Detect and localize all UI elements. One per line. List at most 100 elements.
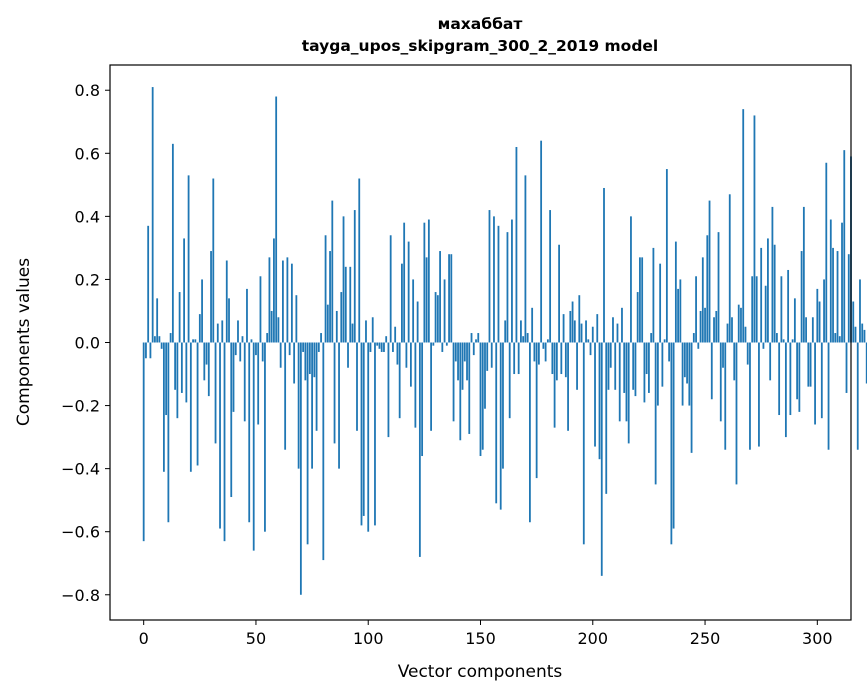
- bar: [511, 219, 513, 343]
- bar: [142, 342, 145, 542]
- bar: [239, 342, 242, 362]
- bar: [596, 314, 599, 343]
- bar: [324, 235, 327, 343]
- bar: [205, 342, 208, 365]
- bar: [603, 187, 605, 343]
- bar: [769, 342, 772, 381]
- bar: [861, 323, 864, 343]
- bar: [690, 342, 693, 453]
- bar: [582, 342, 585, 545]
- chart-title-line2: tayga_upos_skipgram_300_2_2019 model: [302, 37, 659, 55]
- bar: [383, 342, 385, 352]
- bar: [562, 314, 565, 343]
- bar: [436, 295, 439, 343]
- bar: [293, 342, 296, 384]
- bar: [356, 342, 358, 431]
- bar: [317, 342, 320, 352]
- bar: [816, 288, 819, 343]
- bar: [605, 342, 608, 494]
- bar: [230, 342, 233, 498]
- bar: [275, 96, 278, 343]
- y-tick-label: 0.2: [75, 270, 100, 289]
- bar: [342, 216, 345, 343]
- y-tick-label: −0.6: [61, 523, 100, 542]
- bar: [537, 342, 540, 365]
- bar: [257, 342, 260, 425]
- bar: [820, 342, 823, 419]
- bar: [607, 342, 610, 390]
- bar: [573, 320, 576, 343]
- bar: [277, 317, 280, 343]
- bar: [504, 320, 507, 343]
- bar: [618, 342, 621, 422]
- bar: [279, 342, 282, 368]
- bar: [805, 317, 807, 343]
- bar: [567, 342, 569, 431]
- bar: [749, 342, 751, 450]
- bar: [472, 342, 475, 356]
- bar: [571, 301, 574, 343]
- bar: [270, 310, 273, 343]
- bar: [533, 342, 536, 362]
- bar: [838, 336, 841, 343]
- bar: [834, 333, 837, 343]
- y-tick-label: 0.0: [75, 334, 100, 353]
- bar: [192, 339, 194, 343]
- bar: [290, 263, 293, 343]
- bar: [639, 257, 641, 343]
- bar: [859, 279, 861, 343]
- bar: [776, 333, 778, 343]
- bar: [223, 342, 226, 542]
- bar: [214, 342, 217, 444]
- bar: [742, 109, 745, 343]
- bar: [520, 320, 522, 343]
- bar: [414, 342, 417, 428]
- bar: [322, 342, 325, 561]
- bar: [661, 342, 664, 387]
- bar: [506, 232, 509, 343]
- bar: [731, 317, 733, 343]
- bar: [634, 342, 637, 397]
- bar: [843, 150, 846, 343]
- bar: [614, 342, 617, 390]
- bar: [443, 279, 446, 343]
- y-tick-label: −0.8: [61, 586, 100, 605]
- bar: [594, 342, 596, 447]
- bar: [762, 342, 765, 349]
- bar: [459, 342, 462, 441]
- bar: [737, 304, 740, 343]
- bar: [841, 222, 843, 343]
- bar: [299, 342, 302, 595]
- bar: [385, 336, 388, 343]
- bar: [165, 342, 168, 416]
- bar: [219, 342, 221, 529]
- bar: [609, 342, 612, 368]
- bar: [151, 87, 154, 343]
- bar: [740, 307, 742, 343]
- bar: [540, 140, 543, 343]
- bar: [809, 342, 812, 387]
- bar: [542, 342, 545, 349]
- bar: [225, 260, 228, 343]
- bar: [340, 292, 343, 343]
- bar: [331, 200, 334, 343]
- x-tick-label: 250: [690, 629, 721, 648]
- bar: [497, 225, 500, 343]
- bar: [836, 251, 839, 343]
- bar: [771, 206, 774, 343]
- bar: [811, 317, 814, 343]
- bar: [228, 298, 230, 343]
- bar: [796, 342, 799, 400]
- bar: [699, 310, 702, 343]
- bar: [365, 320, 367, 343]
- bar: [546, 339, 549, 343]
- bar: [147, 225, 150, 343]
- bar: [212, 178, 215, 343]
- bar: [326, 304, 329, 343]
- bar: [484, 342, 486, 409]
- bar: [623, 342, 626, 393]
- bar: [780, 276, 783, 343]
- bar: [432, 342, 435, 346]
- bar: [423, 222, 426, 343]
- bar: [585, 320, 587, 343]
